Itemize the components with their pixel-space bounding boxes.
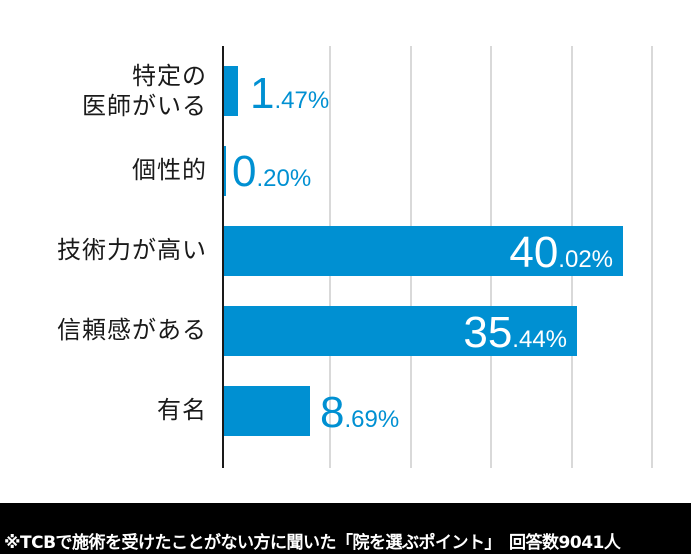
value-int: 40 — [509, 228, 559, 277]
category-label-line: 医師がいる — [82, 92, 207, 120]
bar — [224, 66, 238, 116]
category-label: 信頼感がある — [57, 316, 207, 344]
value-dec: .69% — [344, 406, 400, 433]
value-label: 35.44% — [463, 311, 567, 355]
value-label: 0.20% — [232, 150, 311, 194]
bar — [224, 226, 623, 276]
value-int: 35 — [463, 308, 513, 357]
category-label: 有名 — [157, 396, 207, 424]
value-dec: .20% — [256, 165, 312, 192]
footer-note: ※TCBで施術を受けたことがない方に聞いた「院を選ぶポイント」 回答数9041人 — [4, 533, 621, 553]
value-int: 0 — [232, 147, 257, 196]
value-dec: .02% — [558, 246, 613, 273]
bar — [224, 386, 310, 436]
bar — [224, 306, 577, 356]
value-int: 1 — [250, 69, 275, 118]
y-axis-line — [222, 46, 224, 468]
category-label: 技術力が高い — [57, 236, 207, 264]
value-label: 40.02% — [509, 231, 613, 275]
footer-band: ※TCBで施術を受けたことがない方に聞いた「院を選ぶポイント」 回答数9041人 — [0, 503, 691, 554]
value-label: 8.69% — [320, 391, 399, 435]
value-label: 1.47% — [250, 72, 329, 116]
gridline — [651, 46, 653, 468]
bar — [224, 146, 226, 196]
category-label: 個性的 — [132, 156, 207, 184]
category-label-line: 特定の — [132, 62, 207, 90]
value-int: 8 — [320, 388, 345, 437]
category-label: 特定の 医師がいる — [82, 61, 207, 121]
value-dec: .47% — [274, 87, 330, 114]
value-dec: .44% — [512, 326, 567, 353]
